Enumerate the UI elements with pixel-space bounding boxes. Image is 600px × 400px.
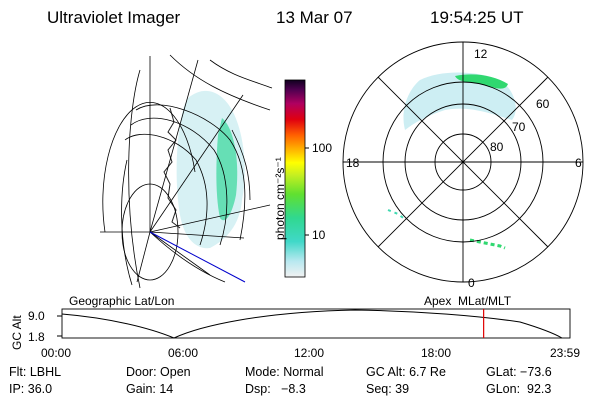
time-tick-1800: 18:00 [421, 346, 452, 360]
time-label: 19:54:25 UT [430, 8, 524, 27]
info-door: Door: Open [126, 365, 191, 379]
info-gain: Gain: 14 [126, 382, 174, 396]
info-ip: IP: 36.0 [9, 382, 53, 396]
time-tick-1200: 12:00 [294, 346, 325, 360]
apex-map-label: Apex MLat/MLT [424, 294, 512, 308]
mlt-label-18: 18 [346, 156, 360, 170]
terminator-line [149, 231, 246, 283]
mlt-label-6: 6 [575, 156, 582, 170]
mlat-label-80: 80 [490, 140, 504, 154]
colorbar-tick-100: 100 [312, 141, 333, 155]
aurora-emission-polar-core [455, 74, 508, 89]
colorbar [284, 79, 309, 278]
aurora-emission-polar [403, 72, 516, 130]
date-label: 13 Mar 07 [276, 8, 353, 27]
altitude-curve [61, 309, 563, 339]
mlat-label-70: 70 [512, 120, 526, 134]
info-glon: GLon: 92.3 [486, 382, 552, 396]
colorbar-tick-10: 10 [312, 228, 326, 242]
geographic-map [100, 54, 273, 289]
time-tick-0000: 00:00 [41, 346, 72, 360]
geographic-map-label: Geographic Lat/Lon [69, 294, 175, 308]
altitude-ytick-1-8: 1.8 [28, 330, 45, 344]
altitude-plot [57, 308, 571, 339]
info-filter: Flt: LBHL [9, 365, 62, 379]
info-gc-alt: GC Alt: 6.7 Re [366, 365, 446, 379]
mlat-label-60: 60 [536, 97, 550, 111]
time-tick-2359: 23:59 [550, 346, 581, 360]
mlt-label-12: 12 [474, 47, 488, 61]
time-tick-0600: 06:00 [168, 346, 199, 360]
mlt-label-0: 0 [468, 276, 475, 290]
info-seq: Seq: 39 [366, 382, 410, 396]
info-dsp: Dsp: −8.3 [245, 382, 306, 396]
colorbar-unit-label: photon cm⁻²s⁻¹ [273, 157, 287, 240]
instrument-title: Ultraviolet Imager [47, 8, 181, 27]
info-glat: GLat: −73.6 [486, 365, 552, 379]
altitude-ylabel: GC Alt [10, 315, 24, 350]
info-mode: Mode: Normal [245, 365, 324, 379]
polar-plot [342, 41, 584, 283]
altitude-ytick-9: 9.0 [28, 309, 45, 323]
